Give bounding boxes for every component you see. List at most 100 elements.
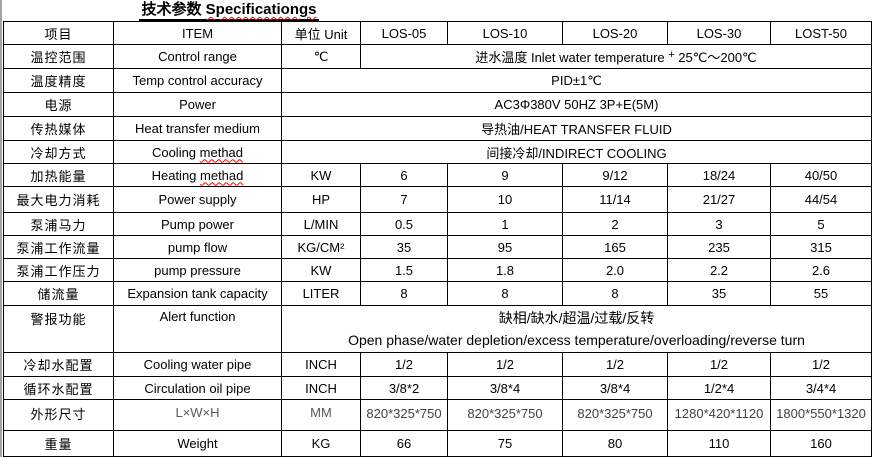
alert-line-en: Open phase/water depletion/excess temper… (348, 332, 805, 348)
spec-label-en: Power (113, 92, 282, 117)
value-cell: 1800*550*1320 (770, 399, 872, 431)
label-misspelled: methad (199, 144, 244, 160)
value-cell: 820*325*750 (360, 399, 448, 431)
value-cell: 1.5 (360, 258, 448, 282)
value-cell: 235 (667, 235, 771, 259)
spec-label-zh: 加热能量 (3, 163, 114, 187)
header-model: LOST-50 (770, 21, 872, 45)
spec-label-en: L×W×H (113, 399, 282, 431)
spec-label-en: pump pressure (113, 258, 282, 282)
value-cell: 3/8*4 (562, 376, 668, 400)
value-cell: 3/8*2 (360, 376, 448, 400)
spec-label-en: pump flow (113, 235, 282, 259)
unit-cell: INCH (281, 352, 361, 377)
spec-label-zh: 储流量 (3, 281, 114, 306)
value-cell: 8 (360, 281, 448, 306)
spec-label-en: Cooling water pipe (113, 352, 282, 377)
value-cell: 1/2*4 (667, 376, 771, 400)
unit-cell: MM (281, 399, 361, 431)
table-row-pump-power: 泵浦马力 Pump power L/MIN 0.5 1 2 3 5 (3, 212, 872, 236)
value-cell: 1/2 (770, 352, 872, 377)
table-row-pump-pressure: 泵浦工作压力 pump pressure KW 1.5 1.8 2.0 2.2 … (3, 258, 872, 282)
value-cell: 21/27 (667, 186, 771, 213)
span-text: 25℃～200℃ (674, 50, 757, 65)
page-title-underline: 技术参数 Specificationgs (139, 0, 319, 21)
header-model: LOS-30 (667, 21, 771, 45)
value-cell: 1.8 (447, 258, 563, 282)
spec-label-en: Control range (113, 44, 282, 69)
value-cell: 18/24 (667, 163, 771, 187)
value-cell: 3 (667, 212, 771, 236)
table-row-cooling-method: 冷却方式 Cooling methad 间接冷却/INDIRECT COOLIN… (3, 140, 872, 164)
header-item-en: ITEM (113, 21, 282, 45)
value-cell: 160 (770, 430, 872, 457)
plus-sign: + (668, 49, 675, 61)
spec-label-en: Pump power (113, 212, 282, 236)
span-cell: 进水温度 Inlet water temperature + 25℃～200℃ (360, 44, 872, 69)
value-cell: 6 (360, 163, 448, 187)
value-cell: 35 (360, 235, 448, 259)
value-cell: 3/4*4 (770, 376, 872, 400)
value-cell: 1/2 (667, 352, 771, 377)
table-row-alert-function: 警报功能 Alert function 缺相/缺水/超温/过载/反转 Open … (3, 305, 872, 353)
table-row-dimensions: 外形尺寸 L×W×H MM 820*325*750 820*325*750 82… (3, 399, 872, 431)
table-row-expansion-tank: 储流量 Expansion tank capacity LITER 8 8 8 … (3, 281, 872, 306)
header-item-zh: 项目 (3, 21, 114, 45)
spec-label-en: Circulation oil pipe (113, 376, 282, 400)
value-cell: 10 (447, 186, 563, 213)
value-cell: 80 (562, 430, 668, 457)
spec-label-zh: 泵浦工作流量 (3, 235, 114, 259)
value-cell: 2.2 (667, 258, 771, 282)
header-model: LOS-20 (562, 21, 668, 45)
unit-cell: L/MIN (281, 212, 361, 236)
alert-span-cell: 缺相/缺水/超温/过载/反转 Open phase/water depletio… (281, 305, 872, 353)
spec-label-en: Expansion tank capacity (113, 281, 282, 306)
spec-label-en: Temp control accuracy (113, 68, 282, 93)
label-misspelled: methad (200, 167, 244, 183)
header-row: 项目 ITEM 单位 Unit LOS-05 LOS-10 LOS-20 LOS… (3, 21, 872, 45)
spec-label-zh: 外形尺寸 (3, 399, 114, 431)
table-row-heat-transfer-medium: 传热媒体 Heat transfer medium 导热油/HEAT TRANS… (3, 116, 872, 141)
spec-table: 项目 ITEM 单位 Unit LOS-05 LOS-10 LOS-20 LOS… (3, 21, 872, 457)
spec-label-zh: 警报功能 (3, 305, 114, 353)
spec-label-en: Alert function (113, 305, 282, 353)
value-cell: 9/12 (562, 163, 668, 187)
value-cell: 1/2 (360, 352, 448, 377)
value-cell: 8 (447, 281, 563, 306)
spec-label-zh: 泵浦马力 (3, 212, 114, 236)
page-title: 技术参数 Specificationgs (3, 0, 455, 21)
unit-cell: HP (281, 186, 361, 213)
spec-label-en: Heating methad (113, 163, 282, 187)
header-unit: 单位 Unit (281, 21, 361, 45)
value-cell: 1 (447, 212, 563, 236)
value-cell: 35 (667, 281, 771, 306)
spec-label-en: Weight (113, 430, 282, 457)
value-cell: 8 (562, 281, 668, 306)
value-cell: 0.5 (360, 212, 448, 236)
value-cell: 5 (770, 212, 872, 236)
value-cell: 165 (562, 235, 668, 259)
header-model: LOS-05 (360, 21, 448, 45)
value-cell: 11/14 (562, 186, 668, 213)
unit-cell: KG (281, 430, 361, 457)
spec-label-zh: 泵浦工作压力 (3, 258, 114, 282)
table-row-power: 电源 Power AC3Φ380V 50HZ 3P+E(5M) (3, 92, 872, 117)
unit-cell: INCH (281, 376, 361, 400)
spec-label-zh: 温控范围 (3, 44, 114, 69)
spec-label-zh: 重量 (3, 430, 114, 457)
spec-label-zh: 冷却方式 (3, 140, 114, 164)
value-cell: 75 (447, 430, 563, 457)
table-row-max-power-consumption: 最大电力消耗 Power supply HP 7 10 11/14 21/27 … (3, 186, 872, 213)
spec-label-zh: 冷却水配置 (3, 352, 114, 377)
value-cell: 110 (667, 430, 771, 457)
table-row-control-range: 温控范围 Control range ℃ 进水温度 Inlet water te… (3, 44, 872, 69)
label-part: Heating (151, 167, 201, 183)
value-cell: 1/2 (447, 352, 563, 377)
window-left-edge (0, 0, 2, 457)
spec-label-en: Cooling methad (113, 140, 282, 164)
value-cell: 1/2 (562, 352, 668, 377)
header-model: LOS-10 (447, 21, 563, 45)
value-cell: 2 (562, 212, 668, 236)
value-cell: 55 (770, 281, 872, 306)
value-cell: 66 (360, 430, 448, 457)
